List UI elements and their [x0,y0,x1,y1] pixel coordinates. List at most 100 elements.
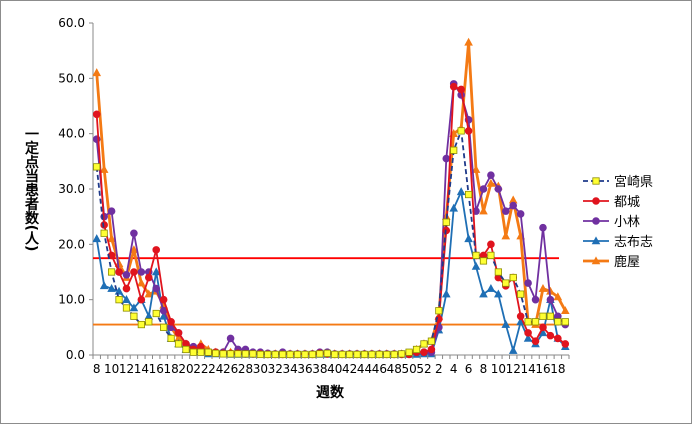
legend-swatch-point [592,197,600,205]
x-tick-label: 16 [535,362,550,376]
series-3-point [494,289,503,298]
series-1-point [516,312,525,321]
series-4-point [137,278,146,287]
x-tick-label: 42 [342,362,357,376]
series-0-point [420,340,428,348]
series-3-point [501,319,511,328]
series-3-point [464,234,473,243]
x-tick-label: 14 [134,362,149,376]
series-1-point [122,284,131,293]
series-0-point [279,350,287,359]
series-0-point [360,350,369,359]
x-tick-label: 12 [119,362,134,376]
series-1-point [546,331,555,340]
series-2-point [442,154,451,163]
series-0-point [122,304,131,312]
series-0-point [457,127,465,135]
series-0-point [301,350,309,359]
series-1-point [487,240,495,249]
series-3-point [107,283,116,292]
series-1-point [531,337,540,345]
series-2-point [539,223,547,232]
x-tick-label: 4 [450,362,458,376]
x-tick-label: 32 [268,362,283,376]
legend-label: 宮崎県 [614,174,653,190]
x-tick-label: 8 [93,362,101,376]
series-2-point [137,268,146,276]
series-1-point [167,318,175,326]
x-tick-label: 2 [435,362,443,376]
x-tick-label: 14 [520,362,535,376]
series-1-point [137,295,146,304]
legend-label: 小林 [614,215,640,230]
series-0-point [107,268,116,276]
series-2-point [546,295,555,304]
series-0-point [546,312,555,320]
series-1-point [561,340,570,348]
series-0-point [323,349,331,357]
x-tick-label: 46 [372,362,387,376]
legend-item: 鹿屋 [583,254,640,270]
series-0-point [219,350,227,358]
y-tick-label: 10.0 [58,293,85,307]
series-0-point [435,307,443,315]
series-0-point [368,350,376,359]
series-0-point [345,350,354,359]
series-0-point [316,350,324,358]
series-0-point [375,350,383,359]
series-0-point [137,320,145,329]
series-1-point [457,85,465,94]
series-3-point [523,333,533,342]
x-tick-label: 18 [550,362,565,376]
series-2-point [107,207,116,215]
series-4-point [92,68,102,77]
series-2-point [122,270,131,279]
series-4-point [144,289,154,298]
series-0-point [398,350,406,358]
series-3-point [92,234,102,243]
series-3-point [99,281,109,290]
series-4-point [479,206,488,215]
x-tick-label: 36 [297,362,312,376]
series-0-point [160,323,168,331]
series-0-point [145,318,153,326]
series-0-point [234,350,242,358]
series-0-point [494,268,502,276]
series-4-point [471,165,481,173]
series-0-point [472,251,480,259]
y-tick-label: 50.0 [58,71,85,85]
series-0-point [479,257,488,265]
series-2-point [524,279,532,287]
series-0-point [249,350,257,358]
series-0-point [115,296,123,304]
legend-swatch-point [591,256,601,265]
series-3-point [486,283,496,292]
series-0-point [539,312,547,320]
series-2-point [494,185,503,193]
series-1-point [159,295,168,304]
legend-label: 都城 [614,195,640,210]
series-0-point [405,348,413,356]
series-0-line [95,129,566,356]
series-1-point [554,334,562,343]
x-tick-label: 30 [253,362,268,376]
series-4-point [107,234,116,243]
series-0-point [152,309,160,318]
series-3-point [122,295,131,303]
series-0-point [502,279,510,287]
series-4-point [129,245,139,254]
series-layer [92,37,570,359]
legend-item: 小林 [583,215,640,230]
series-1-point [449,82,458,91]
x-tick-label: 10 [104,362,119,376]
series-0-point [93,163,101,171]
series-0-point [509,273,517,282]
series-0-point [189,348,198,356]
series-1-point [427,345,436,354]
series-0-point [226,350,235,358]
series-1-point [524,329,532,337]
legend-item: 志布志 [583,235,653,250]
series-3-point [114,286,124,295]
series-0-point [264,350,272,359]
